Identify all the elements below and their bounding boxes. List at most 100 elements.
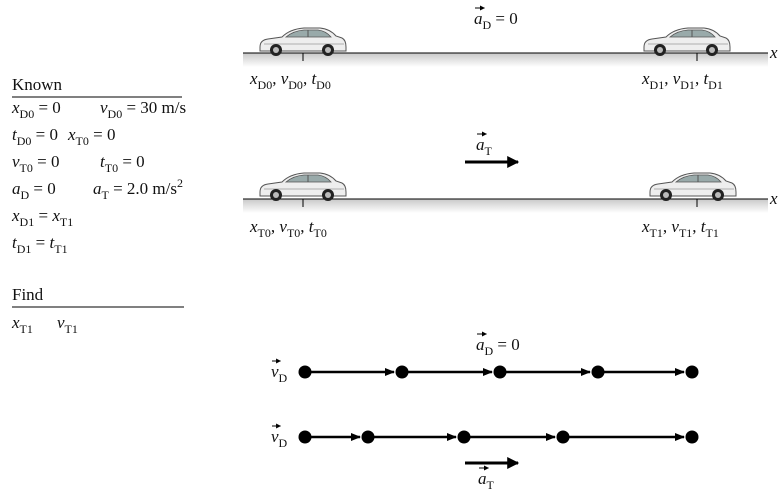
position-label: xT1, vT1, tT1 [641,217,719,240]
text-run: t [701,217,707,236]
text-run: v [281,69,289,88]
text-run: D0 [258,78,273,92]
equation: tD1 = tT1 [12,233,68,256]
text-run: D [485,344,494,358]
car [259,27,347,57]
text-run: x [249,217,258,236]
text-run: = 0 [29,179,56,198]
car [643,27,731,57]
text-run: a [476,135,485,154]
text-run: a [12,179,21,198]
equation: aT = 2.0 m/s2 [93,176,183,202]
heading: Find [12,285,44,304]
text-run: a [476,335,485,354]
text-run: = 0 [33,152,60,171]
equation: vT0 = 0 [12,152,59,175]
text-run: T0 [105,161,118,175]
text-run: T0 [76,134,89,148]
text-run: t [311,69,317,88]
text-run: x [67,125,76,144]
text-run: T1 [679,226,692,240]
equation: xD1 = xT1 [11,206,73,229]
text-run: , [303,69,312,88]
text-run: D1 [680,78,695,92]
axis-label: x [769,43,778,62]
text-run: x [51,206,60,225]
text-run: t [309,217,315,236]
equation: xD0 = 0 [11,98,61,121]
position-label: xT0, vT0, tT0 [249,217,327,240]
position-dot [591,365,605,379]
motion-diagrams [298,365,699,444]
text-run: , [271,217,280,236]
text-run: T1 [650,226,663,240]
text-run: D [483,18,492,32]
position-dot [685,365,699,379]
text-run: = 2.0 m/s [109,179,177,198]
text-run: , [692,217,701,236]
equation: tD0 = 0 [12,125,58,148]
car [259,172,347,202]
text-run: T0 [20,161,33,175]
text-run: D [279,436,288,450]
text-run: D [279,371,288,385]
text-run: T [485,144,493,158]
car [649,172,737,202]
text-run: T1 [54,242,67,256]
text-run: t [703,69,709,88]
position-dot [361,430,375,444]
text-run: , [663,217,672,236]
text-run: t [50,233,56,252]
text-run: , [664,69,673,88]
text-run: v [271,427,279,446]
equation: tT0 = 0 [100,152,145,175]
text-run: T [487,478,495,492]
text-run: v [100,98,108,117]
velocity-label: vD [271,362,288,385]
text-run: t [12,233,18,252]
text-run: v [12,152,20,171]
text-run: T [102,188,110,202]
text-run: T0 [258,226,271,240]
equation: xT0 = 0 [67,125,115,148]
text-run: , [272,69,281,88]
text-run: T1 [20,322,33,336]
text-run: a [474,9,483,28]
text-run: = [31,233,49,252]
text-run: = [34,206,52,225]
text-run: = 0 [89,125,116,144]
position-dot [298,365,312,379]
text-run: T0 [287,226,300,240]
text-run: D0 [108,107,123,121]
equation: vT1 [57,313,78,336]
text-run: , [300,217,309,236]
text-run: x [641,69,650,88]
text-run: x [249,69,258,88]
text-run: D [21,188,30,202]
text-run: t [12,125,18,144]
text-run: v [57,313,65,332]
accel-label: aT [476,135,493,158]
position-dot [395,365,409,379]
text-run: = 0 [31,125,58,144]
text-run: = 0 [34,98,61,117]
text-run: t [100,152,106,171]
text-run: v [279,217,287,236]
text-run: D1 [650,78,665,92]
text-run: v [271,362,279,381]
text-run: T1 [60,215,73,229]
text-run: , [695,69,704,88]
velocity-label: vD [271,427,288,450]
text-run: D0 [17,134,32,148]
text-run: D0 [288,78,303,92]
position-dot [457,430,471,444]
equation: vD0 = 30 m/s [100,98,186,121]
text-run: a [93,179,102,198]
heading: Known [12,75,63,94]
text-run: D0 [20,107,35,121]
equation: aD = 0 [12,179,56,202]
text-run: = 0 [118,152,145,171]
text-run: x [11,98,20,117]
text-run: T1 [706,226,719,240]
position-dot [685,430,699,444]
